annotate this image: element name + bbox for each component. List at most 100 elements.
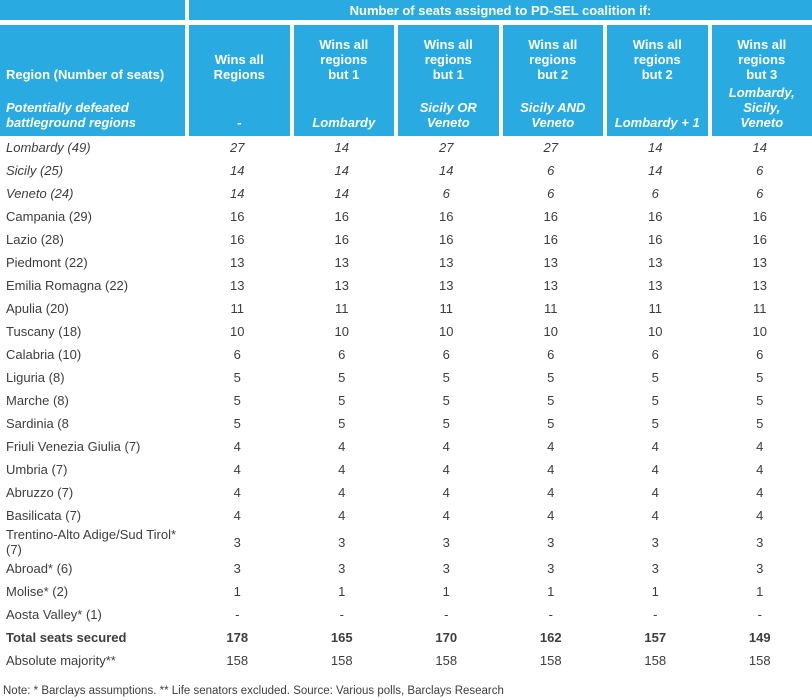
scenario-sublabel-5: Lombardy + 1	[603, 85, 708, 136]
value-cell: 6	[289, 343, 394, 366]
value-cell: 16	[185, 205, 290, 228]
value-cell: 5	[707, 366, 812, 389]
value-cell: 1	[498, 580, 603, 603]
region-cell: Total seats secured	[0, 626, 185, 649]
region-cell: Sardinia (8	[0, 412, 185, 435]
value-cell: 14	[185, 159, 290, 182]
value-cell: 6	[498, 159, 603, 182]
value-cell: 4	[394, 504, 499, 527]
value-cell: 4	[185, 504, 290, 527]
table-row: Piedmont (22) 13 13 13 13 13 13	[0, 251, 812, 274]
region-cell: Basilicata (7)	[0, 504, 185, 527]
value-cell: 16	[289, 228, 394, 251]
value-cell: 4	[185, 481, 290, 504]
value-cell: 5	[185, 366, 290, 389]
table-row: Calabria (10) 6 6 6 6 6 6	[0, 343, 812, 366]
value-cell: 6	[707, 343, 812, 366]
value-cell: 5	[498, 389, 603, 412]
value-cell: 13	[394, 251, 499, 274]
region-cell: Abruzzo (7)	[0, 481, 185, 504]
value-cell: 13	[185, 251, 290, 274]
value-cell: 5	[498, 412, 603, 435]
scenario-label-6: Wins all regions but 3	[707, 25, 812, 85]
value-cell: 5	[498, 366, 603, 389]
value-cell: 16	[603, 228, 708, 251]
value-cell: 4	[289, 481, 394, 504]
value-cell: -	[707, 603, 812, 626]
value-cell: 27	[394, 136, 499, 159]
region-cell: Veneto (24)	[0, 182, 185, 205]
region-cell: Campania (29)	[0, 205, 185, 228]
value-cell: 6	[394, 343, 499, 366]
battleground-column-header: Potentially defeated battleground region…	[0, 85, 185, 136]
value-cell: 5	[289, 366, 394, 389]
value-cell: 3	[289, 557, 394, 580]
table-row: Molise* (2) 1 1 1 1 1 1	[0, 580, 812, 603]
value-cell: 4	[707, 458, 812, 481]
value-cell: 5	[394, 412, 499, 435]
table-body: Lombardy (49) 27 14 27 27 14 14 Sicily (25) 14 14…	[0, 136, 812, 672]
region-column-header: Region (Number of seats)	[0, 25, 185, 85]
value-cell: 4	[394, 458, 499, 481]
value-cell: 11	[707, 297, 812, 320]
value-cell: 149	[707, 626, 812, 649]
value-cell: -	[185, 603, 290, 626]
value-cell: 3	[185, 527, 290, 557]
value-cell: 4	[289, 435, 394, 458]
value-cell: 5	[707, 389, 812, 412]
value-cell: 4	[603, 458, 708, 481]
region-cell: Umbria (7)	[0, 458, 185, 481]
table-row: Umbria (7) 4 4 4 4 4 4	[0, 458, 812, 481]
value-cell: 158	[394, 649, 499, 672]
value-cell: 4	[498, 504, 603, 527]
value-cell: 13	[289, 274, 394, 297]
value-cell: 4	[289, 458, 394, 481]
value-cell: 3	[185, 557, 290, 580]
value-cell: 13	[603, 251, 708, 274]
scenario-sublabel-6: Lombardy, Sicily, Veneto	[707, 85, 812, 136]
scenario-label-4: Wins all regions but 2	[498, 25, 603, 85]
value-cell: 13	[185, 274, 290, 297]
value-cell: 4	[603, 435, 708, 458]
value-cell: 10	[289, 320, 394, 343]
value-cell: 4	[498, 481, 603, 504]
table-header: Number of seats assigned to PD-SEL coali…	[0, 0, 812, 136]
table-row: Marche (8) 5 5 5 5 5 5	[0, 389, 812, 412]
value-cell: 16	[394, 205, 499, 228]
region-cell: Lombardy (49)	[0, 136, 185, 159]
region-cell: Lazio (28)	[0, 228, 185, 251]
value-cell: 165	[289, 626, 394, 649]
value-cell: 4	[603, 504, 708, 527]
value-cell: 13	[498, 274, 603, 297]
value-cell: 6	[603, 182, 708, 205]
scenario-label-5: Wins all regions but 2	[603, 25, 708, 85]
value-cell: 27	[185, 136, 290, 159]
value-cell: 3	[707, 557, 812, 580]
value-cell: 4	[498, 435, 603, 458]
value-cell: 4	[185, 435, 290, 458]
value-cell: -	[394, 603, 499, 626]
table-row: Basilicata (7) 4 4 4 4 4 4	[0, 504, 812, 527]
value-cell: 6	[498, 343, 603, 366]
value-cell: 1	[707, 580, 812, 603]
scenario-sublabel-3: Sicily OR Veneto	[394, 85, 499, 136]
scenario-label-2: Wins all regions but 1	[289, 25, 394, 85]
value-cell: 13	[707, 251, 812, 274]
value-cell: 16	[185, 228, 290, 251]
value-cell: 158	[289, 649, 394, 672]
region-cell: Friuli Venezia Giulia (7)	[0, 435, 185, 458]
region-cell: Emilia Romagna (22)	[0, 274, 185, 297]
value-cell: 158	[707, 649, 812, 672]
table-row: Veneto (24) 14 14 6 6 6 6	[0, 182, 812, 205]
scenario-sublabel-1: -	[185, 85, 290, 136]
value-cell: 5	[603, 389, 708, 412]
region-cell: Piedmont (22)	[0, 251, 185, 274]
scenario-sublabel-4: Sicily AND Veneto	[498, 85, 603, 136]
value-cell: 14	[289, 159, 394, 182]
region-cell: Apulia (20)	[0, 297, 185, 320]
scenario-sublabel-2: Lombardy	[289, 85, 394, 136]
value-cell: 3	[707, 527, 812, 557]
value-cell: 16	[498, 205, 603, 228]
value-cell: 5	[289, 389, 394, 412]
